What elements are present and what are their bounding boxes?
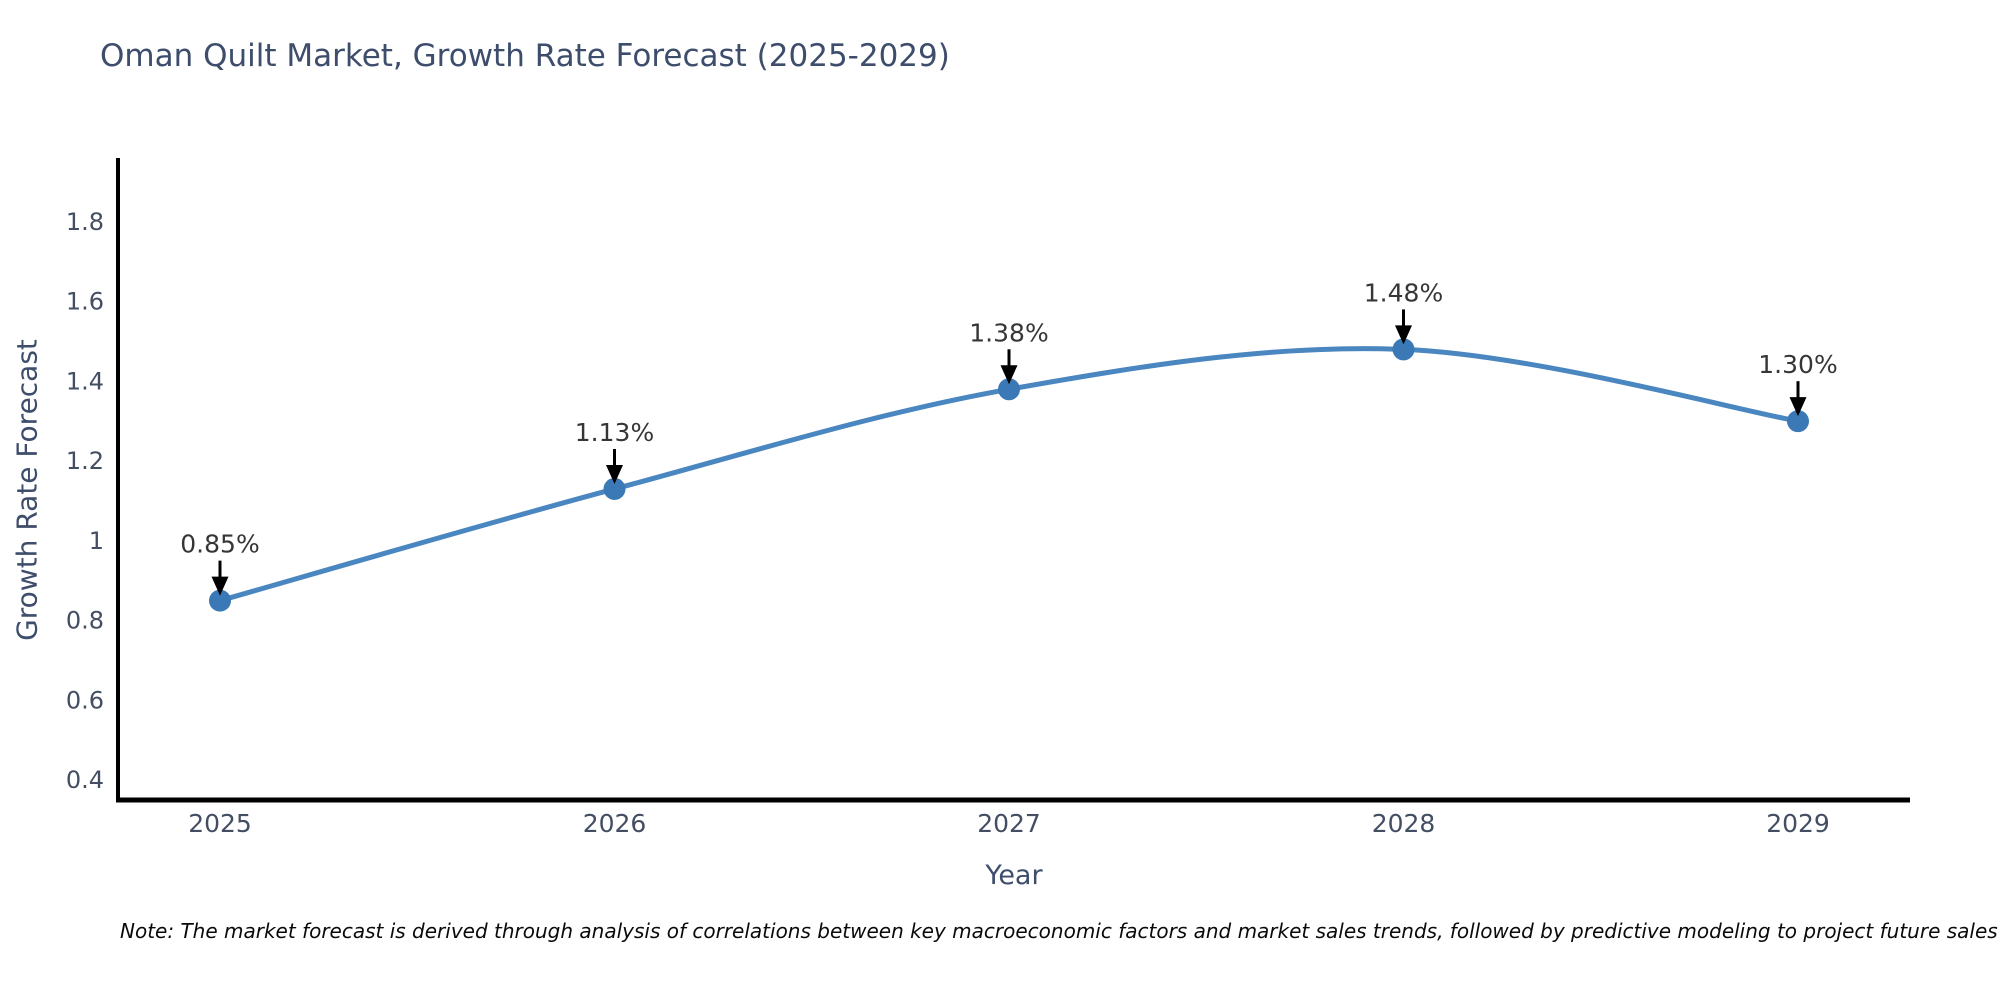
annotation-arrow-head: [606, 464, 623, 484]
chart-note: Note: The market forecast is derived thr…: [120, 919, 1998, 943]
y-tick-label: 0.6: [66, 686, 104, 714]
data-point-annotation: 0.85%: [180, 530, 259, 559]
y-tick-label: 1.4: [66, 367, 104, 395]
data-point-annotation: 1.48%: [1364, 278, 1443, 307]
data-point-annotation: 1.38%: [969, 318, 1048, 347]
y-axis-title: Growth Rate Forecast: [10, 339, 44, 641]
annotation-arrow-head: [211, 576, 229, 596]
x-axis-title: Year: [985, 860, 1043, 891]
y-tick-label: 1: [89, 527, 104, 555]
data-point-marker: [1787, 410, 1809, 433]
x-tick-label: 2028: [1372, 809, 1436, 838]
x-tick-label: 2029: [1766, 809, 1830, 838]
x-tick-label: 2025: [188, 809, 252, 838]
data-point-marker: [209, 589, 231, 612]
annotation-arrow-head: [1395, 325, 1412, 345]
y-tick-label: 1.2: [66, 447, 104, 475]
data-point-marker: [603, 477, 626, 500]
y-tick-label: 1.6: [66, 288, 104, 316]
data-point-annotation: 1.30%: [1758, 350, 1837, 379]
annotation-arrow-head: [1789, 397, 1807, 417]
x-tick-label: 2026: [583, 809, 647, 838]
data-point-marker: [998, 378, 1020, 401]
annotation-arrow-head: [1000, 365, 1018, 385]
y-tick-label: 0.4: [66, 766, 104, 794]
x-tick-label: 2027: [977, 809, 1041, 838]
data-point-annotation: 1.13%: [575, 418, 654, 447]
y-tick-label: 0.8: [66, 607, 104, 635]
data-point-marker: [1392, 338, 1415, 361]
chart-title: Oman Quilt Market, Growth Rate Forecast …: [100, 38, 950, 74]
y-tick-label: 1.8: [66, 208, 104, 236]
